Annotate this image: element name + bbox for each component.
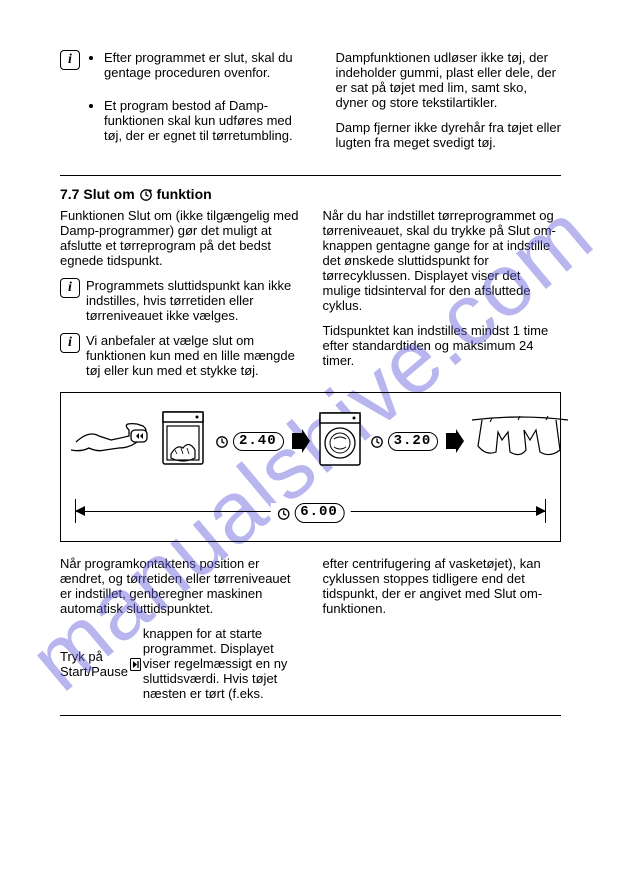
body-text: Funktionen Slut om (ikke tilgængelig med…: [60, 208, 299, 268]
start-pause-icon: [130, 656, 141, 671]
notice-block-2: i Programmets sluttidspunkt kan ikke ind…: [60, 278, 299, 323]
notice-block-1: i Efter programmet er slut, skal du gent…: [60, 50, 561, 161]
clock-icon: [215, 434, 229, 450]
body-text: efter centrifugering af vasketøjet), kan…: [323, 556, 562, 616]
clock-arrow-icon: [139, 186, 153, 202]
clothesline-icon: [470, 412, 570, 471]
body-text: Tryk på Start/Pause knappen for at start…: [60, 626, 299, 701]
time-value: 6.00: [294, 503, 345, 522]
notice-paragraph: Dampfunktionen udløser ikke tøj, der ind…: [336, 50, 562, 110]
divider: [60, 175, 561, 176]
section-end-in: 7.7 Slut om funktion Funktionen Slut om …: [60, 186, 561, 542]
arrow-right-icon: [444, 429, 464, 453]
body-text: Tidspunktet kan indstilles mindst 1 time…: [323, 323, 562, 368]
info-icon: i: [60, 278, 80, 298]
time-value: 3.20: [388, 432, 439, 451]
time-value: 2.40: [233, 432, 284, 451]
clock-icon: [276, 505, 290, 521]
time-badge-1: 2.40: [215, 432, 284, 451]
info-icon: i: [60, 50, 80, 70]
time-badge-2: 3.20: [370, 432, 439, 451]
notice-bullet-list: Efter programmet er slut, skal du gentag…: [86, 50, 312, 143]
section-heading: 7.7 Slut om funktion: [60, 186, 561, 202]
clock-icon: [370, 434, 384, 450]
notice-paragraph: Programmets sluttidspunkt kan ikke indst…: [86, 278, 299, 323]
hand-press-icon: [71, 412, 151, 471]
body-text: Når programkontaktens position er ændret…: [60, 556, 299, 616]
notice-paragraph: Damp fjerner ikke dyrehår fra tøjet elle…: [336, 120, 562, 150]
section-footer-text: Når programkontaktens position er ændret…: [60, 556, 561, 701]
notice-block-3: i Vi anbefaler at vælge slut om funktion…: [60, 333, 299, 378]
divider: [60, 715, 561, 716]
dryer-running-icon: [316, 411, 364, 472]
timeline-diagram: 2.40 3.20: [60, 392, 561, 542]
notice-paragraph: Vi anbefaler at vælge slut om funktionen…: [86, 333, 299, 378]
list-item: Et program bestod af Damp-funktionen ska…: [104, 98, 312, 143]
arrow-right-icon: [290, 429, 310, 453]
body-text: Når du har indstillet tørreprogrammet og…: [323, 208, 562, 313]
list-item: Efter programmet er slut, skal du gentag…: [104, 50, 312, 80]
dryer-open-icon: [157, 410, 209, 473]
info-icon: i: [60, 333, 80, 353]
total-time-badge: 6.00: [270, 503, 351, 522]
